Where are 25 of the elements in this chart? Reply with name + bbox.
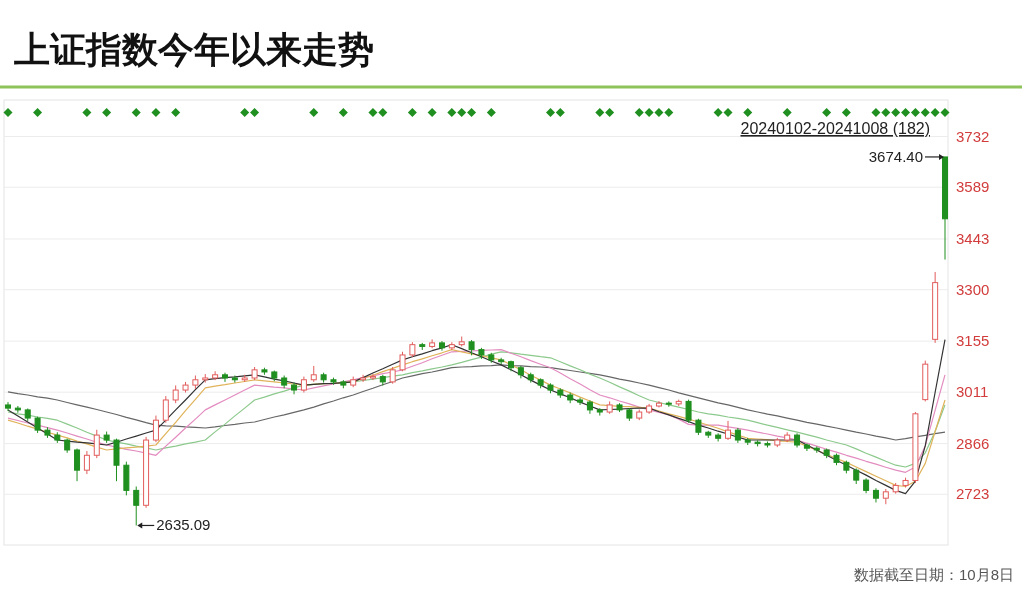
y-tick-label: 3011 [956,383,989,401]
y-tick-label: 3589 [956,178,990,196]
chart-title: 上证指数今年以来走势 [14,29,374,70]
y-tick-label: 3443 [956,230,990,247]
candlestick [74,448,81,482]
y-tick-label: 2866 [956,434,990,452]
candlestick [152,415,159,443]
text: 数据截至日期：10月8日 [853,566,1014,583]
y-tick-label: 3732 [956,127,990,145]
candlestick [93,429,100,459]
y-tick-label: 3300 [956,280,990,298]
line-series [7,364,946,441]
candlestick [162,395,169,424]
candlestick [369,373,376,381]
candlestick [83,450,90,475]
candlestick [399,351,406,372]
candlestick [725,420,732,441]
annotation: 2635.09 [156,516,211,534]
annotation: 3674.40 [868,147,923,165]
candlestick [231,375,238,384]
candlestick [685,399,692,424]
annotation: 20240102-20241008 (182) [740,120,930,137]
y-tick-label: 2723 [956,485,990,503]
candlestick [360,374,367,383]
y-tick-label: 3155 [956,332,990,350]
